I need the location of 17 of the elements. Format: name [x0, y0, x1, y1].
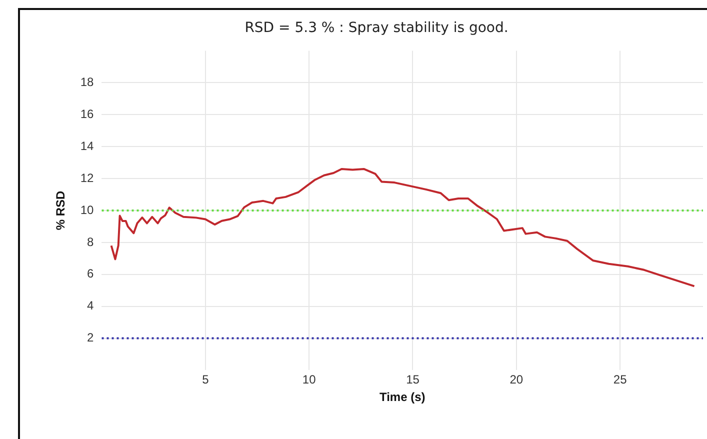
- y-tick-label: 2: [87, 330, 94, 345]
- x-tick-label: 10: [302, 372, 316, 387]
- y-tick-label: 12: [80, 170, 94, 185]
- y-axis-title: % RSD: [54, 190, 68, 230]
- x-tick-label: 15: [406, 372, 420, 387]
- y-tick-label: 14: [80, 138, 94, 153]
- y-tick-label: 18: [80, 75, 94, 90]
- y-tick-label: 10: [80, 202, 94, 217]
- y-tick-label: 6: [87, 266, 94, 281]
- x-tick-label: 25: [613, 372, 628, 387]
- x-axis-title: Time (s): [379, 390, 426, 404]
- y-tick-label: 16: [80, 106, 94, 121]
- y-tick-label: 4: [87, 298, 94, 313]
- y-tick-label: 8: [87, 234, 94, 249]
- x-tick-label: 5: [202, 372, 210, 387]
- x-tick-label: 20: [510, 372, 524, 387]
- chart-title: RSD = 5.3 % : Spray stability is good.: [244, 20, 508, 36]
